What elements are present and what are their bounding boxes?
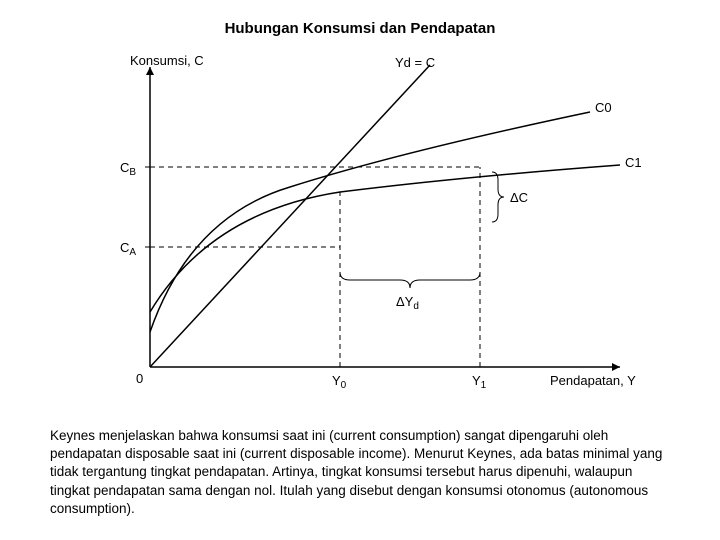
svg-text:Yd = C: Yd = C	[395, 55, 435, 70]
svg-text:C0: C0	[595, 100, 612, 115]
svg-text:C1: C1	[625, 155, 642, 170]
svg-text:Pendapatan, Y: Pendapatan, Y	[550, 373, 636, 388]
svg-text:Y1: Y1	[472, 373, 487, 391]
consumption-income-diagram: Konsumsi, C Pendapatan, Y 0 Yd = C C0 C1 CB CA Y…	[60, 47, 660, 407]
svg-text:CB: CB	[120, 160, 136, 178]
caption-text: Keynes menjelaskan bahwa konsumsi saat i…	[20, 427, 700, 518]
svg-text:Y0: Y0	[332, 373, 347, 391]
svg-text:0: 0	[136, 371, 143, 386]
chart-container: Konsumsi, C Pendapatan, Y 0 Yd = C C0 C1 CB CA Y…	[60, 47, 660, 412]
svg-text:CA: CA	[120, 240, 136, 258]
chart-title: Hubungan Konsumsi dan Pendapatan	[20, 20, 700, 37]
svg-text:Konsumsi, C: Konsumsi, C	[130, 53, 204, 68]
svg-text:ΔC: ΔC	[510, 190, 528, 205]
svg-text:ΔYd: ΔYd	[396, 294, 419, 312]
